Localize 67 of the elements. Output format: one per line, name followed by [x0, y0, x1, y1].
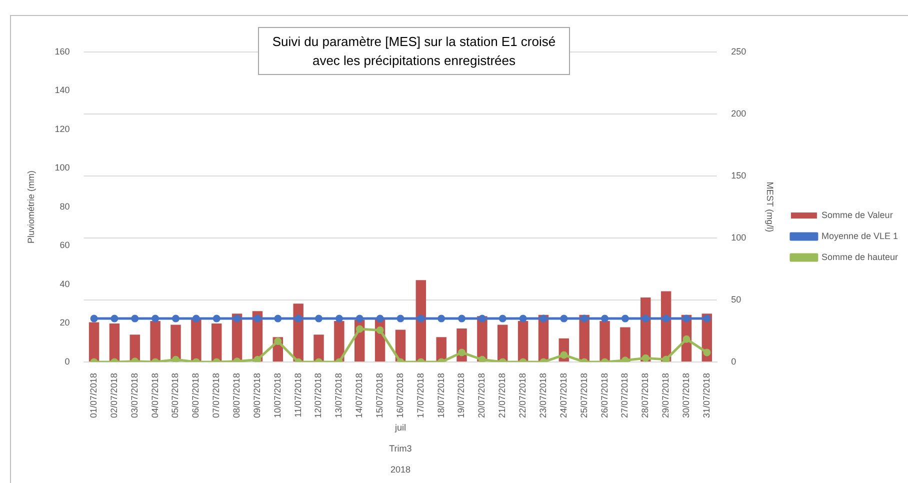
y-axis-title: Pluviométrie (mm) — [26, 170, 36, 244]
y2-axis-title: MEST (mg/l) — [765, 182, 776, 232]
x-tick-label: 26/07/2018 — [599, 372, 610, 418]
y2-tick-label: 100 — [731, 232, 746, 242]
x-tick-label: 30/07/2018 — [680, 372, 691, 418]
y-tick-label: 160 — [54, 46, 70, 56]
text: 2018 — [390, 464, 410, 474]
x-tick-label: 08/07/2018 — [232, 372, 242, 418]
x-tick-label: 05/07/2018 — [170, 372, 180, 418]
x-tick-label: 10/07/2018 — [272, 372, 282, 418]
x-tick-label: 14/07/2018 — [354, 372, 364, 418]
y2-tick-label: 250 — [731, 46, 746, 56]
chart-title: Suivi du paramètre [MES] sur la station E1 croisé avec les précipitations enregistrées — [258, 27, 570, 75]
bar — [212, 324, 222, 362]
x-tick-label: 28/07/2018 — [640, 372, 650, 418]
x-tick-label: 25/07/2018 — [578, 372, 589, 418]
x-tick-label: 31/07/2018 — [701, 372, 712, 418]
y-tick-label: 40 — [60, 278, 70, 289]
x-tick-label: 17/07/2018 — [415, 372, 426, 418]
y2-tick-label: 150 — [731, 170, 746, 180]
x-tick-label: 23/07/2018 — [538, 372, 548, 418]
legend-label: Somme de hauteur — [821, 252, 898, 262]
y-tick-label: 100 — [54, 162, 70, 173]
x-tick-label: 19/07/2018 — [456, 372, 466, 418]
bar — [150, 321, 160, 362]
bar — [436, 337, 446, 362]
y-tick-label: 80 — [60, 201, 70, 212]
legend-label: Moyenne de VLE 1 — [821, 230, 898, 241]
y2-tick-label: 0 — [731, 356, 736, 366]
bar — [314, 334, 324, 362]
x-tick-label: 12/07/2018 — [313, 372, 324, 418]
x-tick-label: 03/07/2018 — [129, 372, 140, 418]
x-tick-label: 07/07/2018 — [211, 372, 222, 418]
bar — [334, 321, 344, 362]
x-tick-label: 29/07/2018 — [660, 372, 671, 418]
y2-tick-label: 200 — [731, 108, 746, 118]
bar — [109, 324, 120, 362]
x-tick-label: 04/07/2018 — [150, 372, 160, 418]
x-tick-label: 11/07/2018 — [292, 372, 303, 418]
y-tick-label: 20 — [60, 318, 70, 328]
bar — [620, 327, 630, 362]
bar — [88, 322, 100, 362]
x-tick-label: 02/07/2018 — [108, 372, 119, 418]
bar — [498, 324, 508, 362]
x-tick-label: 18/07/2018 — [436, 372, 446, 418]
bar — [600, 321, 610, 362]
y-tick-label: 0 — [64, 356, 70, 366]
y-tick-label: 60 — [60, 240, 70, 250]
x-tick-label: 13/07/2018 — [334, 372, 344, 418]
x-tick-label: 21/07/2018 — [497, 372, 508, 418]
text: juil — [394, 422, 406, 432]
x-tick-label: 24/07/2018 — [558, 372, 568, 418]
x-tick-label: 22/07/2018 — [518, 372, 528, 418]
y-tick-label: 140 — [54, 85, 70, 96]
x-tick-label: 15/07/2018 — [374, 372, 385, 418]
x-tick-label: 06/07/2018 — [190, 372, 201, 418]
x-tick-label: 09/07/2018 — [252, 372, 262, 418]
x-tick-label: 27/07/2018 — [620, 372, 630, 418]
legend-label: Somme de Valeur — [821, 210, 893, 220]
bar — [518, 321, 528, 362]
x-tick-label: 16/07/2018 — [394, 372, 405, 418]
x-tick-label: 20/07/2018 — [476, 372, 487, 418]
bar — [416, 280, 426, 362]
y2-tick-label: 50 — [731, 294, 742, 304]
y-tick-label: 120 — [54, 124, 70, 134]
x-tick-label: 01/07/2018 — [88, 372, 99, 418]
text: Trim3 — [389, 443, 412, 454]
